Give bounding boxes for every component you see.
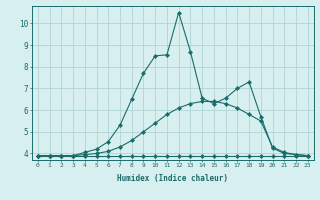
X-axis label: Humidex (Indice chaleur): Humidex (Indice chaleur)	[117, 174, 228, 183]
